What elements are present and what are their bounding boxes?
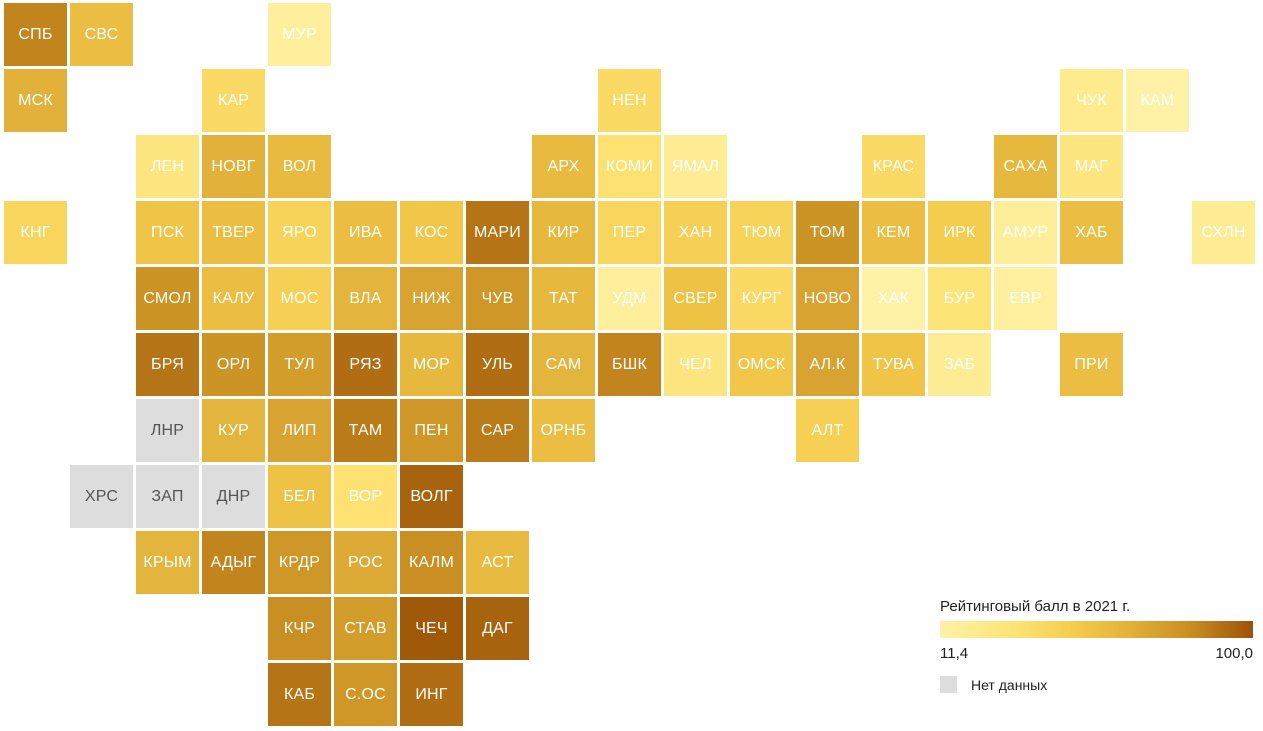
region-tile: КЧР bbox=[268, 597, 331, 660]
region-tile: КАБ bbox=[268, 663, 331, 726]
region-tile: КАР bbox=[202, 69, 265, 132]
region-tile: ЯРО bbox=[268, 201, 331, 264]
region-tile: ПЕН bbox=[400, 399, 463, 462]
region-tile: НОВГ bbox=[202, 135, 265, 198]
region-tile: САР bbox=[466, 399, 529, 462]
region-tile: КРЫМ bbox=[136, 531, 199, 594]
region-tile: ЯМАЛ bbox=[664, 135, 727, 198]
region-tile: ЧУК bbox=[1060, 69, 1123, 132]
region-tile: ТВЕР bbox=[202, 201, 265, 264]
region-tile: ПСК bbox=[136, 201, 199, 264]
region-tile: АЛТ bbox=[796, 399, 859, 462]
region-tile: САХА bbox=[994, 135, 1057, 198]
region-tile: ОМСК bbox=[730, 333, 793, 396]
legend-color-scale bbox=[940, 621, 1253, 638]
region-tile: ТОМ bbox=[796, 201, 859, 264]
region-tile: ДАГ bbox=[466, 597, 529, 660]
nodata-swatch bbox=[940, 676, 957, 693]
region-tile: СВС bbox=[70, 3, 133, 66]
region-tile: КАМ bbox=[1126, 69, 1189, 132]
region-tile: ОРЛ bbox=[202, 333, 265, 396]
region-tile: ЧЕЛ bbox=[664, 333, 727, 396]
legend-title: Рейтинговый балл в 2021 г. bbox=[940, 598, 1131, 615]
region-tile: КАЛУ bbox=[202, 267, 265, 330]
region-tile: РОС bbox=[334, 531, 397, 594]
region-tile: КНГ bbox=[4, 201, 67, 264]
region-tile: БШК bbox=[598, 333, 661, 396]
region-tile: ТАТ bbox=[532, 267, 595, 330]
region-tile: ХРС bbox=[70, 465, 133, 528]
legend-max-label: 100,0 bbox=[1215, 645, 1253, 662]
region-tile: САМ bbox=[532, 333, 595, 396]
region-tile: КАЛМ bbox=[400, 531, 463, 594]
region-tile: МОР bbox=[400, 333, 463, 396]
region-tile: ВОЛ bbox=[268, 135, 331, 198]
region-tile: АСТ bbox=[466, 531, 529, 594]
region-tile: КУР bbox=[202, 399, 265, 462]
region-tile: БУР bbox=[928, 267, 991, 330]
region-tile: ТУВА bbox=[862, 333, 925, 396]
region-tile: АРХ bbox=[532, 135, 595, 198]
region-tile: МАГ bbox=[1060, 135, 1123, 198]
legend-min-label: 11,4 bbox=[940, 645, 969, 662]
region-tile: МОС bbox=[268, 267, 331, 330]
region-tile: ИРК bbox=[928, 201, 991, 264]
region-tile: ВЛА bbox=[334, 267, 397, 330]
region-tile: АМУР bbox=[994, 201, 1057, 264]
region-tile: НОВО bbox=[796, 267, 859, 330]
region-tile: ВОЛГ bbox=[400, 465, 463, 528]
region-tile: ЗАБ bbox=[928, 333, 991, 396]
region-tile: ТАМ bbox=[334, 399, 397, 462]
region-tile: ПРИ bbox=[1060, 333, 1123, 396]
region-tile: ЕВР bbox=[994, 267, 1057, 330]
region-tile: ВОР bbox=[334, 465, 397, 528]
region-tile: БЕЛ bbox=[268, 465, 331, 528]
region-tile: НИЖ bbox=[400, 267, 463, 330]
region-tile: ЛИП bbox=[268, 399, 331, 462]
region-tile: ИНГ bbox=[400, 663, 463, 726]
region-tile: КОС bbox=[400, 201, 463, 264]
region-tile: СМОЛ bbox=[136, 267, 199, 330]
region-tile: ИВА bbox=[334, 201, 397, 264]
region-tile: КРДР bbox=[268, 531, 331, 594]
region-tile: СВЕР bbox=[664, 267, 727, 330]
region-tile: КОМИ bbox=[598, 135, 661, 198]
region-tile: КУРГ bbox=[730, 267, 793, 330]
region-tile: СТАВ bbox=[334, 597, 397, 660]
legend: Рейтинговый балл в 2021 г. 11,4 100,0 Не… bbox=[940, 598, 1253, 693]
region-tile: ЧЕЧ bbox=[400, 597, 463, 660]
region-tile: АДЫГ bbox=[202, 531, 265, 594]
region-tile: ХАН bbox=[664, 201, 727, 264]
region-tile: УДМ bbox=[598, 267, 661, 330]
region-tile: МУР bbox=[268, 3, 331, 66]
region-tile: ДНР bbox=[202, 465, 265, 528]
region-tile: КИР bbox=[532, 201, 595, 264]
region-tile: УЛЬ bbox=[466, 333, 529, 396]
region-tile: КЕМ bbox=[862, 201, 925, 264]
region-tile: КРАС bbox=[862, 135, 925, 198]
region-tile: ЧУВ bbox=[466, 267, 529, 330]
nodata-label: Нет данных bbox=[971, 676, 1048, 693]
region-tile: СХЛН bbox=[1192, 201, 1255, 264]
region-tile: С.ОС bbox=[334, 663, 397, 726]
legend-nodata: Нет данных bbox=[940, 676, 1253, 693]
region-tile: НЕН bbox=[598, 69, 661, 132]
region-tile: ЛЕН bbox=[136, 135, 199, 198]
region-tile: ХАК bbox=[862, 267, 925, 330]
region-tile: ЛНР bbox=[136, 399, 199, 462]
region-tile: ПЕР bbox=[598, 201, 661, 264]
region-tile: ЗАП bbox=[136, 465, 199, 528]
region-tile: ТЮМ bbox=[730, 201, 793, 264]
legend-scale-labels: 11,4 100,0 bbox=[940, 645, 1253, 662]
region-tile: МАРИ bbox=[466, 201, 529, 264]
region-tile: ХАБ bbox=[1060, 201, 1123, 264]
region-tile: ТУЛ bbox=[268, 333, 331, 396]
region-tile: МСК bbox=[4, 69, 67, 132]
region-tile: РЯЗ bbox=[334, 333, 397, 396]
region-tile: АЛ.К bbox=[796, 333, 859, 396]
region-tile: ОРНБ bbox=[532, 399, 595, 462]
region-tile: СПБ bbox=[4, 3, 67, 66]
region-tile: БРЯ bbox=[136, 333, 199, 396]
